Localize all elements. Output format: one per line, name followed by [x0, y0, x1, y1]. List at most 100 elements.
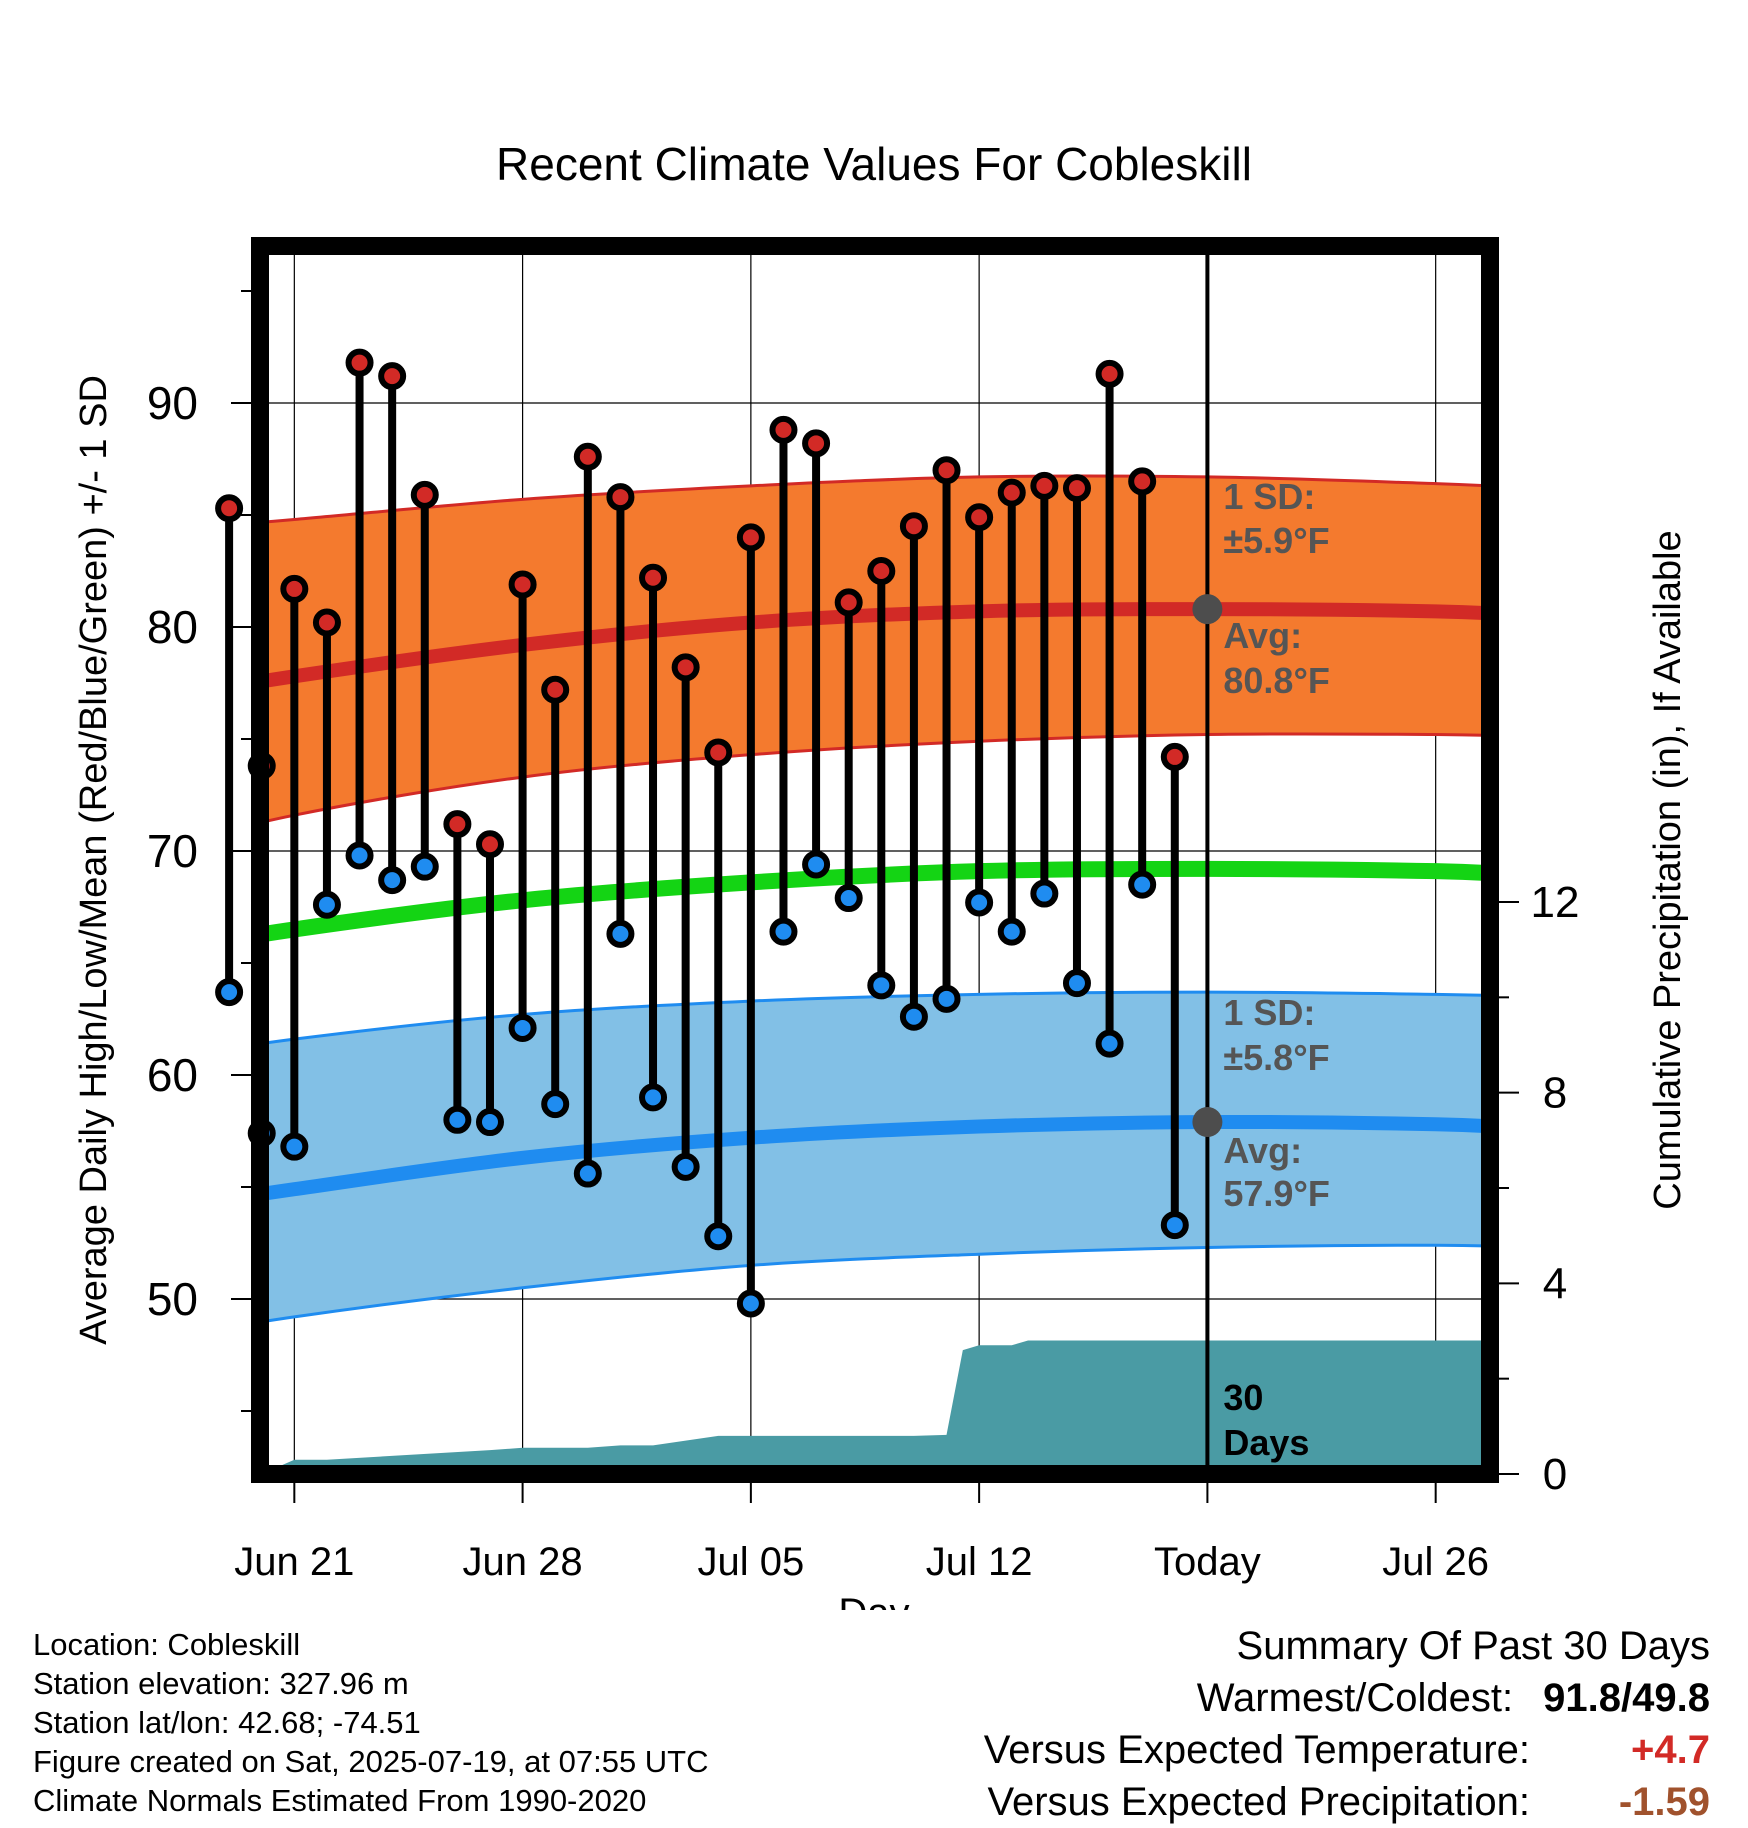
high-avg-label: Avg: — [1223, 615, 1302, 656]
plot-frame — [251, 237, 1499, 1483]
daily-low-point — [410, 852, 439, 881]
daily-high-point — [606, 483, 635, 512]
precip-area — [260, 1340, 1490, 1474]
low-sd-upper-line — [260, 990, 1490, 1046]
info-latlon: Station lat/lon: 42.68; -74.51 — [33, 1705, 421, 1740]
low-sd-label: 1 SD: — [1223, 992, 1315, 1033]
day-mark — [639, 563, 668, 1112]
high-sd-upper-line — [260, 474, 1490, 524]
daily-low-point — [606, 919, 635, 948]
day-mark — [671, 653, 700, 1181]
daily-high-point — [1095, 359, 1124, 388]
day-mark — [932, 456, 961, 1013]
daily-high-point — [997, 478, 1026, 507]
summary-precip-row: Versus Expected Precipitation: -1.59 — [984, 1776, 1710, 1828]
daily-high-point — [1030, 471, 1059, 500]
y2-axis-label: Cumulative Precipitation (in), If Availa… — [1647, 530, 1689, 1209]
x-tick-label: Jul 12 — [926, 1540, 1033, 1584]
low-sd-lower-line — [260, 1243, 1490, 1324]
today-high-avg-marker — [1192, 594, 1223, 625]
daily-low-point — [639, 1083, 668, 1112]
day-mark — [736, 523, 765, 1318]
daily-high-point — [215, 494, 244, 523]
summary-warmest-label: Warmest/Coldest: — [1196, 1676, 1514, 1720]
summary-temp-row: Versus Expected Temperature: +4.7 — [984, 1724, 1710, 1776]
summary-precip-value: -1.59 — [1618, 1780, 1710, 1824]
daily-marks — [215, 348, 1189, 1318]
summary-panel: Summary Of Past 30 Days Warmest/Coldest:… — [984, 1620, 1710, 1828]
daily-high-point — [867, 557, 896, 585]
daily-high-point — [965, 503, 994, 532]
day-mark — [834, 588, 863, 913]
day-mark — [769, 415, 798, 946]
high-sd-label: 1 SD: — [1223, 476, 1315, 517]
daily-low-point — [834, 884, 863, 913]
day-mark — [965, 503, 994, 917]
daily-low-point — [1095, 1029, 1124, 1058]
station-info: Location: Cobleskill Station elevation: … — [33, 1625, 709, 1820]
daily-high-point — [443, 810, 472, 839]
daily-high-point — [1128, 467, 1157, 496]
daily-low-point — [475, 1108, 504, 1137]
daily-low-point — [671, 1152, 700, 1181]
window-label-number: 30 — [1223, 1377, 1263, 1418]
daily-high-point — [769, 415, 798, 444]
daily-low-point — [704, 1222, 733, 1251]
daily-high-point — [802, 429, 831, 458]
daily-low-point — [215, 978, 244, 1007]
y2-tick-label: 8 — [1543, 1069, 1567, 1118]
day-mark — [606, 483, 635, 948]
daily-low-point — [899, 1002, 928, 1031]
day-mark — [280, 574, 309, 1161]
summary-temp-value: +4.7 — [1631, 1728, 1710, 1772]
daily-low-point — [736, 1289, 765, 1318]
daily-low-point — [378, 866, 407, 895]
chart-title: Recent Climate Values For Cobleskill — [496, 138, 1252, 190]
daily-high-point — [345, 348, 374, 377]
day-mark — [704, 738, 733, 1251]
day-mark — [1160, 742, 1189, 1240]
daily-high-point — [704, 738, 733, 767]
mean-line — [260, 860, 1490, 943]
x-tick-label: Jun 28 — [463, 1540, 583, 1584]
daily-low-point — [1062, 969, 1091, 998]
info-normals: Climate Normals Estimated From 1990-2020 — [33, 1783, 647, 1818]
y-tick-label: 60 — [147, 1049, 198, 1101]
daily-low-point — [345, 841, 374, 870]
daily-low-point — [867, 971, 896, 1000]
daily-high-point — [475, 830, 504, 859]
daily-low-point — [573, 1159, 602, 1188]
low-avg-label: Avg: — [1223, 1130, 1302, 1171]
high-sd-lower-line — [260, 732, 1490, 825]
summary-title: Summary Of Past 30 Days — [1236, 1624, 1710, 1668]
x-axis-label: Day — [838, 1591, 909, 1610]
day-mark — [573, 442, 602, 1188]
daily-high-point — [312, 608, 341, 637]
window-label-unit: Days — [1223, 1422, 1309, 1463]
axes: 50 60 70 80 90 0 4 8 12 Jun 21 Jun 28 Jul 05 Jul 12 T… — [147, 237, 1579, 1584]
daily-high-point — [573, 442, 602, 471]
y-tick-label: 70 — [147, 825, 198, 877]
x-tick-label: Jul 05 — [697, 1540, 804, 1584]
daily-high-point — [541, 675, 570, 704]
y-tick-label: 50 — [147, 1273, 198, 1325]
daily-low-point — [280, 1132, 309, 1161]
daily-high-point — [410, 480, 439, 509]
daily-high-point — [899, 512, 928, 541]
daily-low-point — [932, 984, 961, 1013]
day-mark — [475, 830, 504, 1137]
day-mark — [410, 480, 439, 881]
info-created: Figure created on Sat, 2025-07-19, at 07… — [33, 1744, 709, 1779]
day-mark — [215, 494, 244, 1007]
high-sd-value: ±5.9°F — [1223, 520, 1329, 561]
daily-low-point — [769, 917, 798, 946]
x-tick-label: Jun 21 — [234, 1540, 354, 1584]
day-mark — [541, 675, 570, 1119]
daily-high-point — [508, 570, 537, 599]
daily-low-point — [802, 850, 831, 879]
y-tick-label: 90 — [147, 377, 198, 429]
daily-high-point — [639, 563, 668, 592]
day-mark — [899, 512, 928, 1031]
avg-high-line — [260, 602, 1490, 689]
